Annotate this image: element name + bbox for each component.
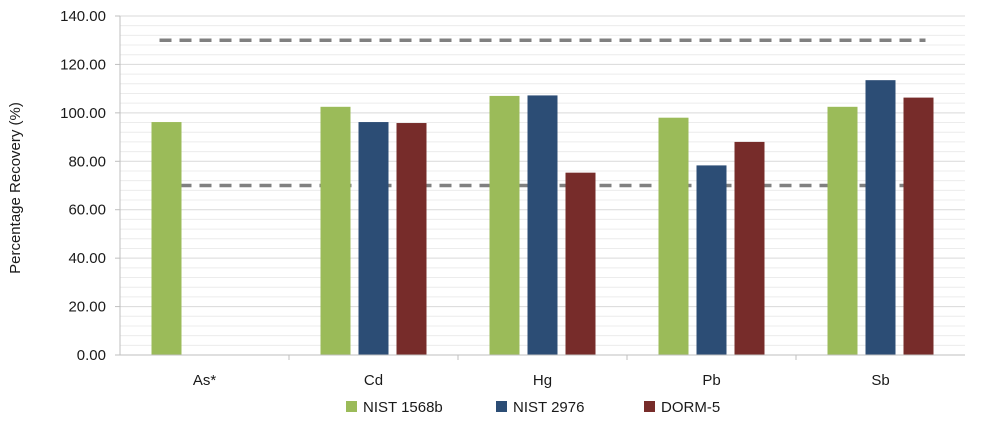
bar-nist-1568b-hg bbox=[489, 95, 520, 356]
y-tick-label: 40.00 bbox=[68, 250, 106, 267]
x-tick-label: Sb bbox=[871, 372, 889, 389]
bar-nist-2976-sb bbox=[865, 80, 896, 356]
y-tick-label: 60.00 bbox=[68, 202, 106, 219]
bar-nist-1568b-cd bbox=[320, 106, 351, 355]
legend-swatch bbox=[496, 401, 507, 412]
y-tick-label: 80.00 bbox=[68, 153, 106, 170]
legend-label: NIST 1568b bbox=[363, 399, 443, 416]
bar-nist-1568b-as bbox=[151, 122, 182, 356]
bar-nist-2976-cd bbox=[358, 122, 389, 356]
bar-nist-1568b-pb bbox=[658, 117, 689, 355]
bar-dorm-5-sb bbox=[903, 97, 934, 355]
legend-label: NIST 2976 bbox=[513, 399, 584, 416]
bar-dorm-5-cd bbox=[396, 123, 427, 355]
x-tick-label: Cd bbox=[364, 372, 383, 389]
bar-dorm-5-hg bbox=[565, 172, 596, 355]
bar-nist-2976-hg bbox=[527, 95, 558, 356]
bar-nist-2976-pb bbox=[696, 165, 727, 355]
y-tick-label: 120.00 bbox=[60, 56, 106, 73]
x-tick-label: Pb bbox=[702, 372, 720, 389]
y-tick-label: 20.00 bbox=[68, 299, 106, 316]
bar-dorm-5-pb bbox=[734, 141, 765, 355]
y-axis-label: Percentage Recovery (%) bbox=[7, 102, 24, 274]
x-tick-label: Hg bbox=[533, 372, 552, 389]
y-tick-label: 0.00 bbox=[77, 347, 106, 364]
y-tick-label: 140.00 bbox=[60, 8, 106, 25]
y-tick-label: 100.00 bbox=[60, 105, 106, 122]
legend-swatch bbox=[346, 401, 357, 412]
x-tick-label: As* bbox=[193, 372, 217, 389]
legend-swatch bbox=[644, 401, 655, 412]
legend-label: DORM-5 bbox=[661, 399, 720, 416]
bar-nist-1568b-sb bbox=[827, 106, 858, 355]
legend: NIST 1568b NIST 2976 DORM-5 bbox=[346, 399, 720, 416]
